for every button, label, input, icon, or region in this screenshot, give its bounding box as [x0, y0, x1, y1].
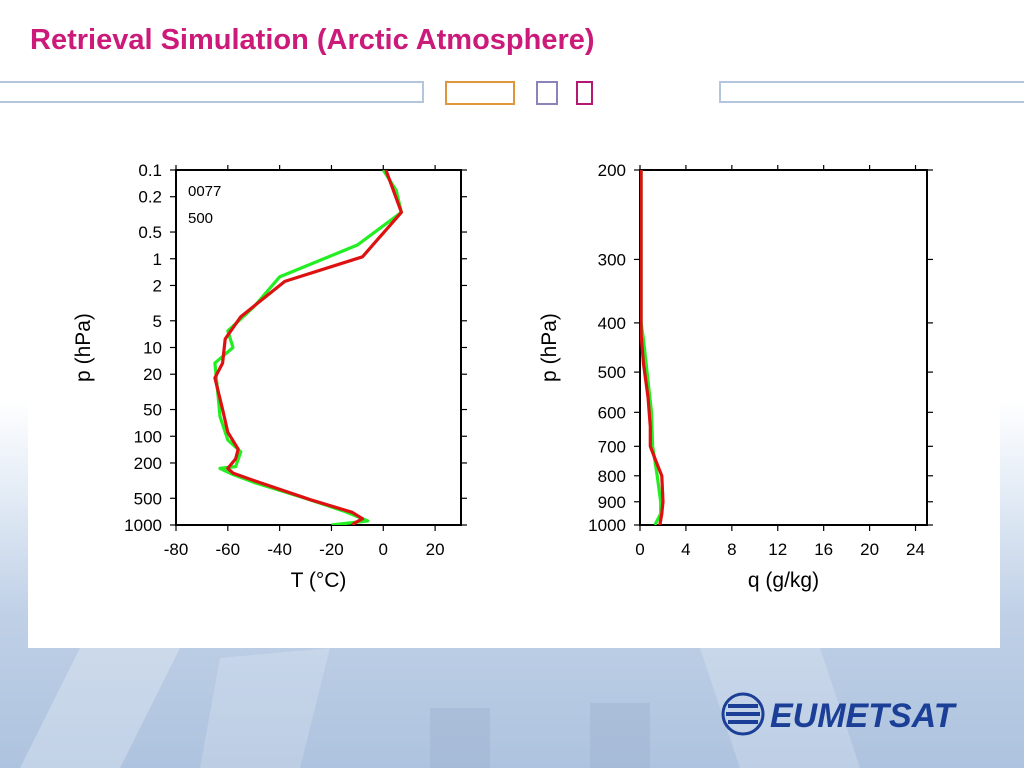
- x-tick-label: -60: [216, 540, 241, 559]
- y-axis-label: p (hPa): [72, 313, 95, 382]
- plot-annotation: 500: [188, 210, 213, 227]
- x-tick-label: 4: [681, 540, 690, 559]
- x-tick-label: 16: [814, 540, 833, 559]
- slide-title: Retrieval Simulation (Arctic Atmosphere): [30, 24, 595, 56]
- y-tick-label: 500: [134, 489, 162, 508]
- y-tick-label: 300: [598, 250, 626, 269]
- series-line-red: [640, 170, 665, 525]
- logo-wordmark: EUMETSAT: [770, 697, 958, 735]
- x-tick-label: 24: [906, 540, 925, 559]
- series-line-green: [640, 170, 663, 525]
- y-tick-label: 5: [153, 312, 162, 331]
- y-tick-label: 1000: [588, 516, 626, 535]
- plot-frame: [175, 169, 462, 526]
- series-line-green: [213, 170, 403, 525]
- series-line-red: [213, 170, 403, 525]
- y-tick-label: 100: [134, 427, 162, 446]
- x-tick-label: 20: [860, 540, 879, 559]
- humidity-profile-chart: 0 4 8 12 16 20 24 200 300 400 500 600 700 800 900 1000 q…: [538, 161, 933, 592]
- x-tick-label: -40: [267, 540, 292, 559]
- eumetsat-logo: EUMETSAT: [721, 692, 958, 736]
- header-decoration-bar-right: [719, 81, 1024, 103]
- y-tick-label: 1: [153, 250, 162, 269]
- x-tick-label: 20: [426, 540, 445, 559]
- y-tick-label: 700: [598, 437, 626, 456]
- y-tick-label: 200: [598, 161, 626, 180]
- background-decoration: [20, 648, 860, 768]
- y-tick-label: 200: [134, 454, 162, 473]
- temperature-profile-chart: -80 -60 -40 -20 0 20 0.1 0.2 0.5 1 2 5 10 20 50 100 200 5…: [72, 161, 467, 592]
- y-tick-label: 600: [598, 403, 626, 422]
- x-tick-label: 12: [768, 540, 787, 559]
- y-tick-label: 50: [143, 401, 162, 420]
- x-tick-label: 0: [379, 540, 388, 559]
- y-axis-label: p (hPa): [538, 313, 561, 382]
- header-decoration-box-orange: [445, 81, 515, 105]
- x-tick-label: 8: [727, 540, 736, 559]
- header-decoration-box-magenta: [576, 81, 593, 105]
- y-tick-label: 400: [598, 314, 626, 333]
- y-tick-label: 1000: [124, 516, 162, 535]
- y-tick-label: 2: [153, 276, 162, 295]
- y-tick-label: 500: [598, 363, 626, 382]
- plot-annotation: 0077: [188, 183, 221, 200]
- y-tick-label: 0.2: [138, 188, 162, 207]
- header-decoration-bar-left: [0, 81, 424, 103]
- content-panel: -80 -60 -40 -20 0 20 0.1 0.2 0.5 1 2 5 10 20 50 100 200 5…: [28, 125, 1000, 648]
- x-axis-label: T (°C): [291, 569, 347, 592]
- x-tick-label: -20: [319, 540, 344, 559]
- y-tick-label: 800: [598, 467, 626, 486]
- plot-frame: [639, 169, 928, 526]
- x-tick-label: -80: [164, 540, 189, 559]
- y-tick-label: 900: [598, 493, 626, 512]
- x-tick-label: 0: [635, 540, 644, 559]
- y-tick-label: 0.5: [138, 223, 162, 242]
- header-decoration-box-purple: [536, 81, 558, 105]
- y-tick-label: 20: [143, 365, 162, 384]
- y-tick-label: 0.1: [138, 161, 162, 180]
- y-tick-label: 10: [143, 339, 162, 358]
- x-axis-label: q (g/kg): [748, 569, 819, 592]
